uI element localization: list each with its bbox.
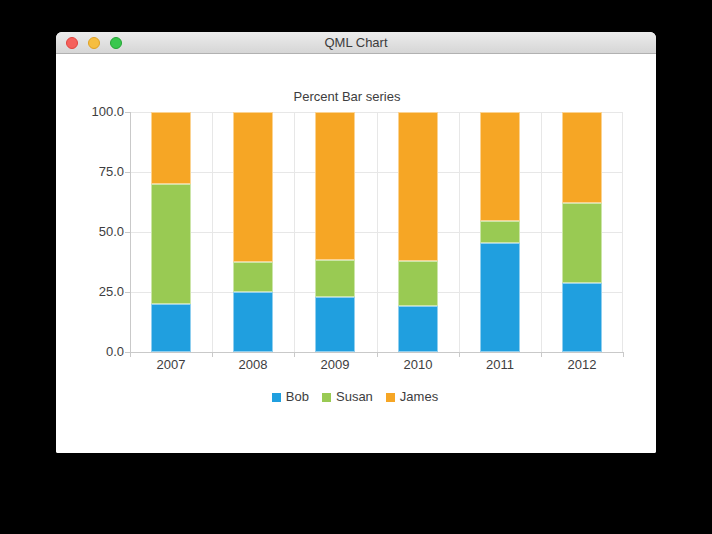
y-tick-mark	[125, 172, 130, 173]
legend-item-james: James	[386, 390, 438, 404]
bar-segment-bob-2007	[151, 304, 191, 352]
x-tick-label: 2012	[547, 357, 617, 373]
y-tick-mark	[125, 292, 130, 293]
gridline-vertical	[541, 112, 542, 352]
bar-segment-susan-2010	[398, 261, 438, 306]
x-tick-mark	[212, 353, 213, 357]
window-title: QML Chart	[56, 32, 656, 53]
y-tick-label: 50.0	[56, 224, 124, 240]
bar-segment-james-2007	[151, 112, 191, 184]
x-tick-mark	[294, 353, 295, 357]
bar-segment-susan-2007	[151, 184, 191, 304]
legend-label: Bob	[286, 390, 309, 404]
y-tick-label: 25.0	[56, 284, 124, 300]
zoom-button[interactable]	[110, 37, 122, 49]
bar-segment-james-2008	[233, 112, 273, 262]
bar-segment-bob-2009	[315, 297, 355, 352]
gridline-vertical	[212, 112, 213, 352]
bar-segment-bob-2012	[562, 283, 602, 352]
bar-segment-bob-2008	[233, 292, 273, 352]
bar-segment-james-2010	[398, 112, 438, 261]
y-tick-mark	[125, 112, 130, 113]
y-axis-line	[130, 112, 131, 353]
window-controls	[66, 32, 122, 53]
x-tick-label: 2011	[465, 357, 535, 373]
bar-segment-bob-2011	[480, 243, 520, 352]
gridline-vertical	[294, 112, 295, 352]
gridline-vertical	[622, 112, 623, 352]
x-tick-label: 2010	[383, 357, 453, 373]
gridline-vertical	[459, 112, 460, 352]
x-tick-label: 2008	[218, 357, 288, 373]
x-tick-mark	[459, 353, 460, 357]
plot-area	[130, 112, 623, 352]
app-window: QML Chart Percent Bar series Bob Susan Jam…	[56, 32, 656, 453]
legend-label: Susan	[336, 390, 373, 404]
legend-item-bob: Bob	[272, 390, 309, 404]
bar-segment-bob-2010	[398, 306, 438, 352]
bar-segment-james-2011	[480, 112, 520, 221]
legend-marker-icon	[322, 393, 331, 402]
x-tick-mark	[541, 353, 542, 357]
chart-view: Percent Bar series Bob Susan James 100.0 75…	[56, 54, 656, 453]
y-tick-label: 0.0	[56, 344, 124, 360]
y-tick-label: 100.0	[56, 104, 124, 120]
titlebar[interactable]: QML Chart	[56, 32, 656, 54]
legend-label: James	[400, 390, 438, 404]
gridline-vertical	[377, 112, 378, 352]
x-tick-mark	[130, 353, 131, 357]
x-tick-label: 2007	[136, 357, 206, 373]
legend-marker-icon	[386, 393, 395, 402]
y-tick-mark	[125, 232, 130, 233]
bar-segment-james-2009	[315, 112, 355, 260]
y-tick-label: 75.0	[56, 164, 124, 180]
legend-marker-icon	[272, 393, 281, 402]
x-tick-label: 2009	[300, 357, 370, 373]
bar-segment-susan-2008	[233, 262, 273, 292]
minimize-button[interactable]	[88, 37, 100, 49]
close-button[interactable]	[66, 37, 78, 49]
chart-title: Percent Bar series	[56, 89, 638, 105]
legend: Bob Susan James	[56, 390, 654, 404]
bar-segment-susan-2009	[315, 260, 355, 297]
legend-item-susan: Susan	[322, 390, 373, 404]
x-tick-mark	[377, 353, 378, 357]
bar-segment-james-2012	[562, 112, 602, 203]
x-tick-mark	[623, 353, 624, 357]
bar-segment-susan-2012	[562, 203, 602, 283]
bar-segment-susan-2011	[480, 221, 520, 243]
